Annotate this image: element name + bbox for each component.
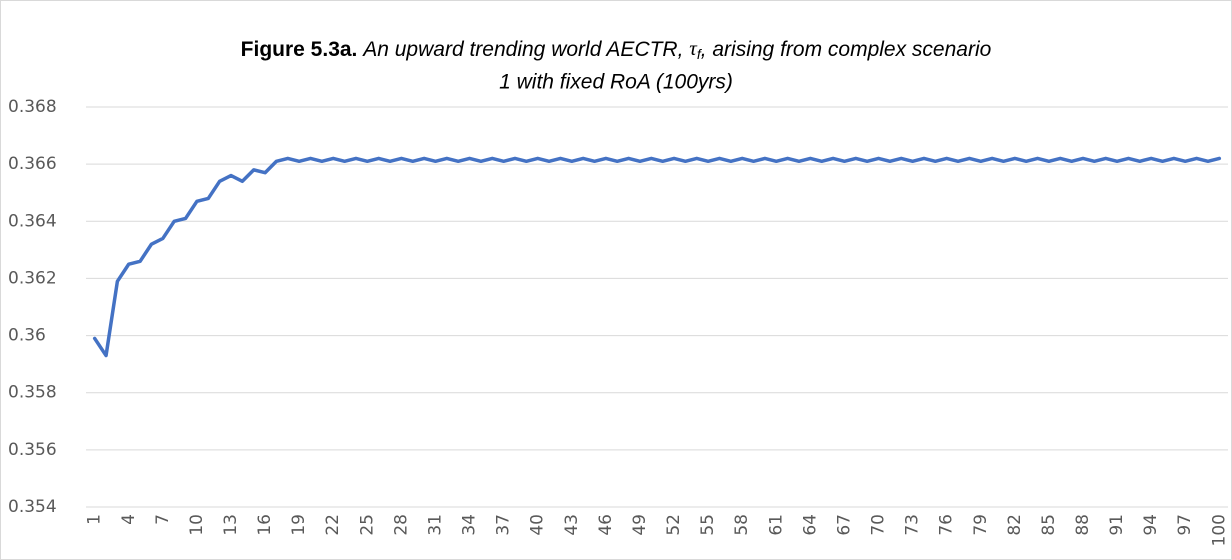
x-tick-label: 43 <box>562 514 582 536</box>
x-tick-label: 73 <box>903 514 923 536</box>
x-tick-label: 49 <box>630 514 650 536</box>
data-line <box>92 156 1222 358</box>
x-tick-label: 64 <box>800 514 820 536</box>
y-tick-label: 0.364 <box>8 211 57 231</box>
x-tick-label: 34 <box>460 514 480 536</box>
x-tick-label: 61 <box>766 514 786 536</box>
x-tick-label: 28 <box>391 514 411 536</box>
x-tick-label: 97 <box>1175 514 1195 536</box>
x-tick-label: 58 <box>732 514 752 536</box>
x-tick-label: 10 <box>187 514 207 536</box>
x-tick-label: 31 <box>425 514 445 536</box>
x-tick-label: 79 <box>971 514 991 536</box>
x-tick-label: 22 <box>323 514 343 536</box>
title-text: , arising from complex scenario <box>701 38 992 61</box>
title-text: An upward trending world AECTR, <box>361 38 689 61</box>
x-tick-label: 7 <box>153 514 173 525</box>
x-tick-label: 76 <box>937 514 957 536</box>
y-tick-label: 0.358 <box>8 383 57 403</box>
x-tick-label: 70 <box>869 514 889 536</box>
x-tick-label: 52 <box>664 514 684 536</box>
x-tick-label: 55 <box>698 514 718 536</box>
chart-title-line: 1 with fixed RoA (100yrs) <box>499 71 733 94</box>
x-tick-label: 67 <box>834 514 854 536</box>
x-tick-label: 16 <box>255 514 275 536</box>
y-tick-label: 0.368 <box>8 97 57 117</box>
x-tick-label: 4 <box>119 514 139 525</box>
y-tick-label: 0.36 <box>8 326 46 346</box>
title-subscript: f <box>697 46 703 62</box>
x-tick-label: 40 <box>528 514 548 536</box>
x-tick-label: 85 <box>1039 514 1059 536</box>
x-tick-label: 46 <box>596 514 616 536</box>
x-tick-label: 88 <box>1073 514 1093 536</box>
title-symbol: τ <box>689 36 698 60</box>
x-tick-label: 1 <box>85 514 105 525</box>
y-tick-label: 0.362 <box>8 268 57 288</box>
x-tick-label: 37 <box>494 514 514 536</box>
x-tick-label: 82 <box>1005 514 1025 536</box>
x-tick-label: 100 <box>1209 514 1229 546</box>
title-label: Figure 5.3a. <box>241 38 358 61</box>
y-tick-label: 0.354 <box>8 497 57 517</box>
x-tick-label: 19 <box>289 514 309 536</box>
y-tick-label: 0.366 <box>8 154 57 174</box>
y-tick-label: 0.356 <box>8 440 57 460</box>
x-tick-label: 13 <box>221 514 241 536</box>
x-tick-label: 91 <box>1107 514 1127 536</box>
x-tick-label: 94 <box>1141 514 1161 536</box>
chart-title: Figure 5.3a. An upward trending world AE… <box>241 36 992 62</box>
x-tick-label: 25 <box>357 514 377 536</box>
